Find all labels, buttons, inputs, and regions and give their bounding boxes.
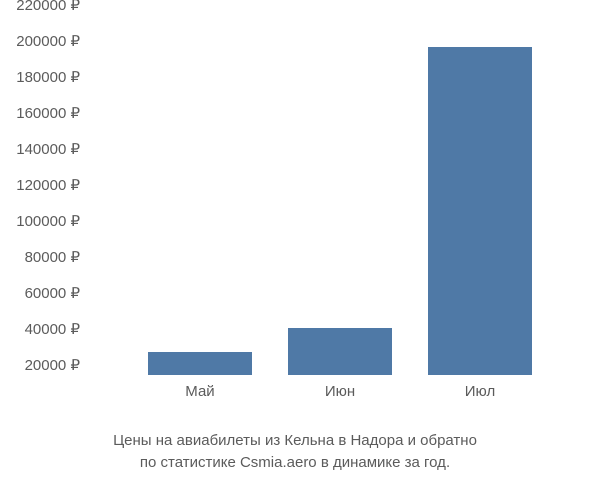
y-tick-label: 140000 ₽ xyxy=(16,140,80,158)
bar xyxy=(148,352,252,375)
y-tick-label: 120000 ₽ xyxy=(16,176,80,194)
y-tick-label: 220000 ₽ xyxy=(16,0,80,14)
y-tick-label: 160000 ₽ xyxy=(16,104,80,122)
caption-line-2: по статистике Csmia.aero в динамике за г… xyxy=(30,452,560,474)
bar xyxy=(428,47,532,375)
x-axis-label: Май xyxy=(130,383,270,400)
plot-area xyxy=(100,15,580,375)
y-tick-label: 200000 ₽ xyxy=(16,32,80,50)
y-tick-label: 180000 ₽ xyxy=(16,68,80,86)
bar-slot xyxy=(130,15,270,375)
bars-area xyxy=(100,15,580,375)
y-axis: 20000 ₽40000 ₽60000 ₽80000 ₽100000 ₽1200… xyxy=(0,5,85,365)
y-tick-label: 60000 ₽ xyxy=(25,284,80,302)
bar xyxy=(288,328,392,375)
y-tick-label: 40000 ₽ xyxy=(25,320,80,338)
y-tick-label: 20000 ₽ xyxy=(25,356,80,374)
chart-caption: Цены на авиабилеты из Кельна в Надора и … xyxy=(10,430,580,474)
bar-slot xyxy=(270,15,410,375)
y-tick-label: 80000 ₽ xyxy=(25,248,80,266)
price-chart: 20000 ₽ 40000 ₽ 60000 ₽ 80000 ₽ 100000 ₽ 1200… xyxy=(0,0,600,500)
x-axis: МайИюнИюл xyxy=(100,375,580,400)
bar-slot xyxy=(410,15,550,375)
y-tick-label: 100000 ₽ xyxy=(16,212,80,230)
x-axis-label: Июл xyxy=(410,383,550,400)
caption-line-1: Цены на авиабилеты из Кельна в Надора и … xyxy=(30,430,560,452)
x-axis-label: Июн xyxy=(270,383,410,400)
